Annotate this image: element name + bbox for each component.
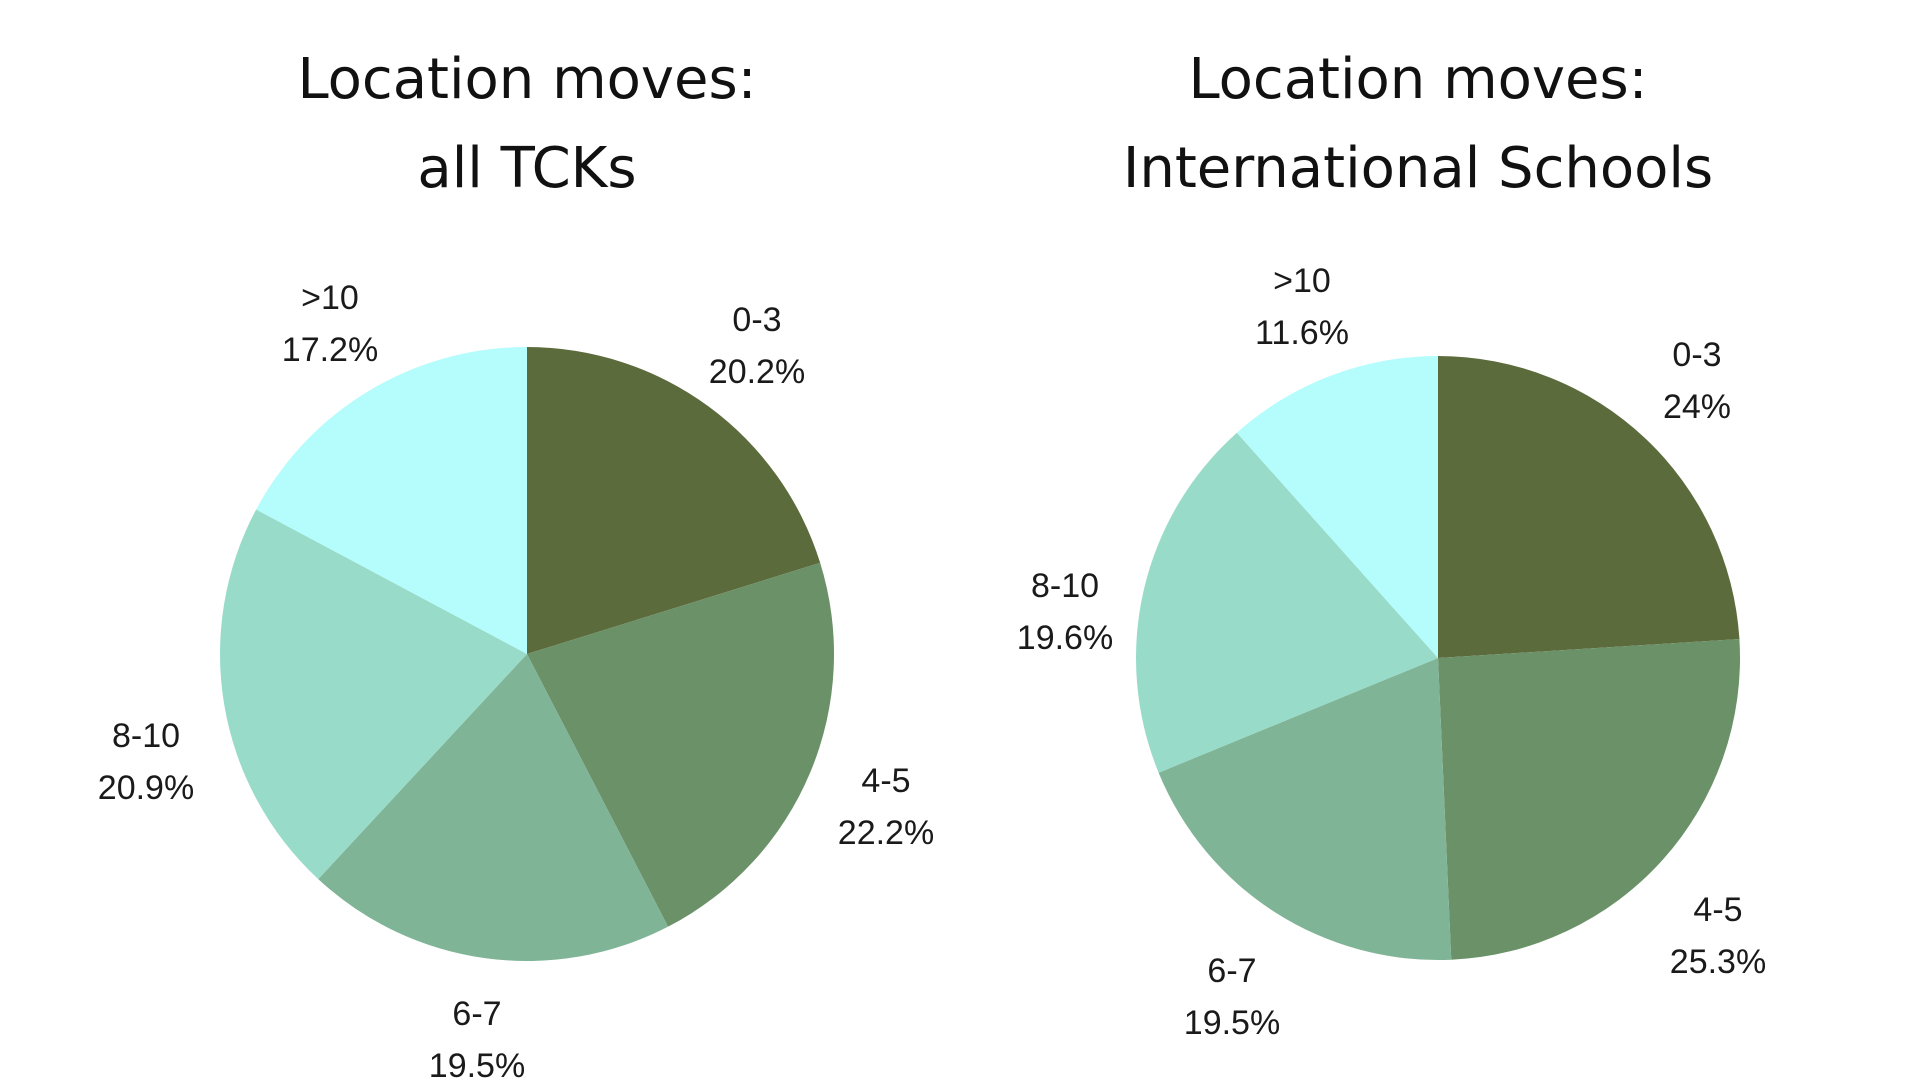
pie-international-schools (1136, 356, 1740, 961)
labels-international-schools: 0-3 24% 4-5 25.3% 6-7 19.5% 8-10 19.6% >10 11.6% (1017, 262, 1766, 1042)
slice-percent-label: 19.5% (1184, 1004, 1280, 1042)
slice-category-label: 8-10 (112, 717, 180, 755)
slice-category-label: 6-7 (452, 995, 501, 1033)
slice-category-label: 0-3 (732, 301, 781, 339)
slice-percent-label: 11.6% (1255, 314, 1349, 352)
pie-slice-10 (1236, 356, 1438, 658)
slice-category-label: >10 (1273, 262, 1331, 300)
chart-title-line2: all TCKs (417, 136, 636, 201)
labels-all-tcks: 0-3 20.2% 4-5 22.2% 6-7 19.5% 8-10 20.9% >10 17.2… (98, 279, 934, 1080)
chart-title-line2: International Schools (1123, 136, 1713, 201)
pie-all-tcks (219, 347, 834, 962)
pie-slice-8-10 (219, 509, 527, 880)
pie-slice-4-5 (527, 562, 834, 927)
slice-percent-label: 19.6% (1017, 619, 1113, 657)
slice-percent-label: 22.2% (838, 814, 934, 852)
slice-percent-label: 24% (1663, 388, 1731, 426)
slice-category-label: 6-7 (1207, 952, 1256, 990)
slice-category-label: 4-5 (1693, 891, 1742, 929)
slice-percent-label: 20.2% (709, 353, 805, 391)
slice-category-label: 8-10 (1031, 567, 1099, 605)
slice-category-label: 0-3 (1672, 336, 1721, 374)
pie-slice-4-5 (1438, 639, 1740, 960)
pie-slice-0-3 (1438, 356, 1740, 658)
chart-title-line1: Location moves: (297, 47, 756, 112)
pie-slice-0-3 (527, 347, 821, 654)
slice-category-label: >10 (301, 279, 359, 317)
pie-slice-6-7 (318, 654, 669, 962)
pie-slice-8-10 (1136, 432, 1438, 773)
slice-percent-label: 17.2% (282, 331, 378, 369)
chart-title-line1: Location moves: (1188, 47, 1647, 112)
slice-percent-label: 25.3% (1670, 943, 1766, 981)
pie-slice-10 (256, 347, 527, 654)
slice-category-label: 4-5 (861, 762, 910, 800)
pie-slice-6-7 (1158, 658, 1452, 961)
chart-international-schools: Location moves: International Schools 0-… (1017, 47, 1766, 1042)
slice-percent-label: 20.9% (98, 769, 194, 807)
slice-percent-label: 19.5% (429, 1047, 525, 1080)
chart-all-tcks: Location moves: all TCKs 0-3 20.2% 4-5 22.2… (98, 47, 934, 1080)
